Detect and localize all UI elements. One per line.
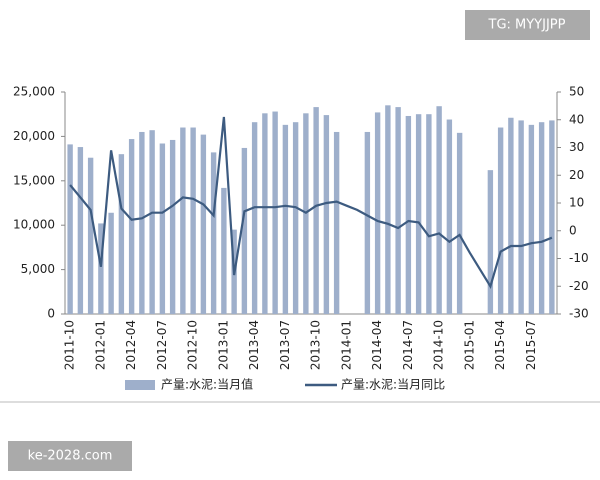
bar: [313, 107, 319, 314]
bar: [251, 122, 258, 314]
bar: [508, 117, 514, 314]
bar: [385, 105, 391, 314]
legend-label: 产量:水泥:当月值: [161, 377, 253, 392]
y-tick-label: 0: [47, 307, 55, 321]
y2-tick-label: 10: [569, 196, 584, 210]
bar: [272, 111, 278, 314]
bar: [67, 144, 73, 314]
bar: [487, 170, 494, 314]
bar: [108, 212, 114, 314]
y-tick-label: 5,000: [21, 262, 55, 276]
bar: [262, 113, 268, 314]
bar: [456, 132, 463, 314]
bar: [395, 107, 401, 314]
bar: [364, 131, 371, 314]
y-tick-label: 20,000: [13, 129, 55, 143]
x-tick-label: 2014-10: [432, 320, 446, 370]
legend-label: 产量:水泥:当月同比: [341, 378, 445, 392]
bar: [200, 134, 207, 314]
bar: [159, 143, 166, 314]
bar: [436, 106, 442, 314]
x-tick-label: 2012-07: [155, 320, 169, 370]
x-tick-label: 2015-07: [524, 320, 538, 370]
x-tick-label: 2013-04: [247, 320, 261, 370]
x-tick-label: 2012-04: [124, 320, 138, 370]
bar: [241, 147, 248, 314]
bar: [528, 124, 535, 314]
bar: [538, 122, 545, 314]
y-tick-label: 15,000: [13, 173, 55, 187]
bar: [87, 157, 94, 314]
x-tick-label: 2013-07: [278, 320, 292, 370]
x-tick-label: 2011-10: [63, 320, 77, 370]
x-tick-label: 2013-10: [309, 320, 323, 370]
bar: [190, 127, 196, 315]
y-tick-label: 25,000: [13, 85, 55, 99]
x-tick-label: 2014-04: [370, 320, 384, 370]
bar: [549, 120, 555, 314]
x-tick-label: 2013-01: [216, 320, 230, 370]
y-tick-label: 10,000: [13, 218, 55, 232]
bar: [415, 114, 422, 314]
bar: [139, 131, 145, 314]
x-tick-label: 2014-01: [339, 320, 353, 370]
bar: [323, 115, 330, 314]
y2-tick-label: 30: [569, 140, 584, 154]
watermark: ke-2028.com: [28, 449, 113, 464]
bar: [292, 122, 299, 314]
x-tick-label: 2015-01: [462, 320, 476, 370]
x-tick-label: 2014-07: [401, 320, 415, 370]
bar: [518, 120, 524, 314]
y2-tick-label: -10: [569, 251, 589, 265]
bar: [426, 114, 432, 314]
bar: [210, 152, 217, 314]
y2-tick-label: 50: [569, 85, 584, 99]
bar: [374, 112, 381, 314]
bar: [128, 139, 135, 314]
legend-swatch: [125, 380, 155, 390]
bar: [149, 130, 155, 314]
bar: [221, 187, 227, 314]
y2-tick-label: -30: [569, 307, 589, 321]
bar: [118, 154, 125, 314]
bar: [282, 124, 289, 314]
watermark-box: [8, 441, 132, 471]
bar: [180, 127, 186, 315]
y2-tick-label: 20: [569, 168, 584, 182]
line: [69, 116, 553, 289]
y2-tick-label: 40: [569, 112, 584, 126]
y2-tick-label: 0: [569, 223, 577, 237]
bar: [77, 147, 84, 314]
bar: [333, 131, 340, 314]
bar: [98, 223, 104, 314]
watermark: TG: MYYJJPP: [488, 18, 566, 33]
watermark-box: [465, 10, 590, 40]
bar: [405, 115, 412, 314]
x-tick-label: 2012-10: [186, 320, 200, 370]
x-tick-label: 2015-04: [493, 320, 507, 370]
bar: [169, 139, 176, 314]
x-tick-label: 2012-01: [93, 320, 107, 370]
y2-tick-label: -20: [569, 279, 589, 293]
bar: [497, 127, 504, 315]
bar: [446, 119, 453, 314]
